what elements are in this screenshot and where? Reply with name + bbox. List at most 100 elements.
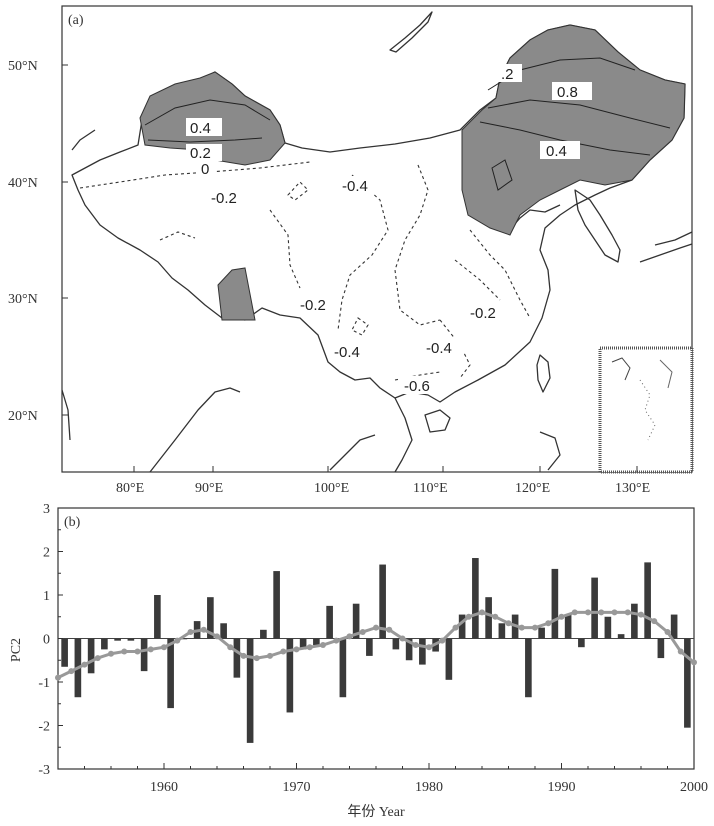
hainan-coast: [424, 409, 451, 433]
smooth-point: [412, 642, 419, 649]
bar: [154, 595, 161, 639]
bar: [313, 638, 320, 646]
bar: [87, 638, 95, 674]
smooth-point: [585, 609, 591, 616]
bar: [299, 638, 307, 650]
bar: [591, 577, 598, 639]
smooth-point: [147, 646, 154, 653]
smooth-point: [214, 633, 220, 640]
y-tick-label: -3: [38, 763, 50, 778]
smooth-point: [664, 628, 671, 635]
y-tick-label: 2: [43, 546, 50, 561]
bar: [366, 638, 373, 656]
contour-label: -0.4: [426, 340, 452, 357]
bar: [525, 638, 532, 698]
bar: [101, 638, 108, 650]
bar: [617, 634, 625, 639]
x-axis: 1960 1970 1980 1990 2000: [57, 763, 708, 795]
bar: [657, 638, 665, 659]
map-x-tick-label: 120°E: [515, 481, 550, 496]
contour-label: 0.2: [190, 145, 211, 162]
contour-label: -0.2: [300, 297, 326, 314]
map-x-tick-label: 110°E: [413, 481, 448, 496]
bar: [352, 603, 360, 639]
bar: [167, 638, 174, 709]
smooth-point: [227, 644, 234, 651]
bar: [445, 638, 453, 680]
smooth-point: [651, 618, 658, 625]
contour-label: -0.2: [211, 190, 237, 207]
bars-group: [61, 558, 691, 743]
map-y-tick-label: 40°N: [8, 176, 38, 191]
bar: [246, 638, 254, 743]
smooth-point: [611, 609, 618, 616]
korea-coast: [574, 189, 621, 263]
contour-label: -0.6: [404, 378, 430, 395]
bar: [233, 638, 241, 678]
bar: [564, 614, 572, 639]
smooth-point: [399, 635, 406, 642]
bar: [207, 597, 214, 639]
bar: [405, 638, 413, 661]
smooth-point: [598, 609, 605, 616]
bar: [260, 629, 267, 639]
y-axis: 3 2 1 0 -1 -2 -3: [38, 502, 63, 778]
bar: [140, 638, 148, 672]
contour-label: -0.2: [470, 305, 496, 322]
smooth-point: [267, 652, 273, 659]
bar: [220, 623, 227, 639]
smooth-point: [452, 624, 459, 631]
bar: [326, 605, 333, 639]
map-x-tick-label: 80°E: [116, 481, 144, 496]
bar: [498, 623, 506, 639]
contour-label: .2: [501, 66, 514, 83]
contour-label: -0.4: [342, 178, 368, 195]
x-tick-label: 1990: [548, 780, 576, 795]
smooth-point: [68, 668, 75, 675]
y-tick-label: 0: [43, 633, 50, 648]
smooth-point: [306, 644, 313, 651]
map-x-ticks: 80°E 90°E 100°E 110°E 120°E 130°E: [116, 466, 650, 496]
bar: [604, 616, 612, 639]
bar: [273, 571, 280, 639]
smooth-point: [492, 613, 499, 620]
smooth-point: [320, 642, 326, 649]
left-coast: [61, 389, 71, 441]
smooth-point: [677, 648, 684, 655]
x-axis-label: 年份 Year: [347, 804, 405, 820]
smooth-point: [346, 633, 353, 640]
smooth-point: [624, 609, 631, 616]
bar: [180, 638, 188, 640]
smooth-point: [465, 613, 472, 620]
y-tick-label: -1: [38, 676, 50, 691]
bar: [551, 568, 559, 639]
smooth-point: [333, 637, 340, 644]
smooth-point: [253, 655, 260, 662]
smooth-point: [293, 646, 300, 653]
contour-label: 0.4: [546, 143, 567, 160]
map-x-tick-label: 90°E: [195, 481, 223, 496]
smooth-point: [240, 652, 247, 659]
contour-label: -0.4: [334, 344, 360, 361]
map-x-tick-label: 130°E: [615, 481, 650, 496]
contour-labels: 0.4 0.2 0 .2 0.8 0.4 -0.2 -0.4 -0.2 -0.2…: [186, 64, 592, 395]
bar: [379, 564, 386, 639]
bar: [286, 638, 294, 713]
smooth-point: [187, 628, 194, 635]
west-coast: [71, 129, 96, 151]
bar: [538, 627, 545, 639]
smooth-point: [558, 613, 565, 620]
smooth-point: [373, 624, 379, 631]
x-tick-label: 1960: [150, 780, 178, 795]
contour-label: 0: [201, 161, 209, 178]
smooth-point: [55, 674, 61, 681]
smooth-point: [81, 661, 88, 668]
japan-coast-2: [639, 243, 693, 263]
x-tick-label: 1970: [283, 780, 311, 795]
smooth-point: [638, 611, 644, 618]
india-coast: [149, 387, 241, 473]
bar: [127, 638, 135, 641]
map-panel: (a): [8, 5, 694, 496]
y-tick-label: 3: [43, 502, 50, 517]
map-y-tick-label: 30°N: [8, 292, 38, 307]
